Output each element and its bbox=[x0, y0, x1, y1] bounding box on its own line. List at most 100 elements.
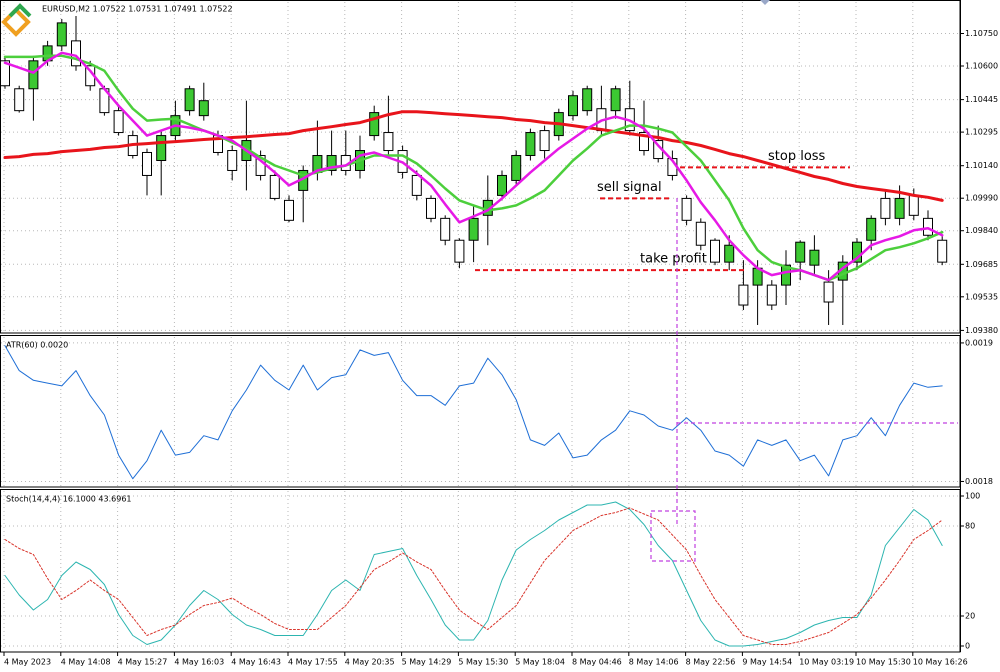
stoch-panel-frame bbox=[0, 489, 961, 653]
y-tick-label: 1.10295 bbox=[965, 128, 998, 137]
y-tick-label: 0.0018 bbox=[965, 477, 993, 486]
candle-body bbox=[511, 155, 522, 181]
candle-body bbox=[284, 199, 294, 221]
candle-body bbox=[795, 241, 806, 263]
candle-body bbox=[468, 217, 479, 241]
candle-body bbox=[198, 100, 209, 117]
candle-body bbox=[923, 217, 933, 236]
panel-title: ATR(60) 0.0020 bbox=[6, 341, 68, 350]
panel-frames bbox=[0, 0, 961, 653]
x-tick-label: 10 May 15:30 bbox=[856, 658, 911, 667]
x-tick-label: 4 May 16:43 bbox=[231, 658, 281, 667]
y-tick-label: 1.09535 bbox=[965, 292, 998, 301]
y-tick-label: 0 bbox=[965, 642, 970, 651]
x-tick-label: 10 May 03:19 bbox=[799, 658, 854, 667]
candle-body bbox=[426, 197, 436, 219]
y-tick-label: 20 bbox=[965, 612, 975, 621]
candle-body bbox=[639, 132, 649, 152]
candle-body bbox=[894, 197, 905, 219]
candle-body bbox=[454, 239, 465, 263]
y-tick-label: 1.10750 bbox=[965, 29, 998, 38]
candle-body bbox=[227, 150, 238, 171]
x-tick-label: 4 May 2023 bbox=[4, 658, 51, 667]
x-tick-label: 4 May 17:55 bbox=[288, 658, 338, 667]
y-tick-label: 1.10600 bbox=[965, 62, 998, 71]
candle-body bbox=[14, 88, 25, 112]
candle-body bbox=[710, 239, 720, 263]
candle-body bbox=[568, 95, 578, 117]
x-tick-label: 5 May 14:29 bbox=[402, 658, 452, 667]
candle-body bbox=[582, 88, 593, 112]
candle-body bbox=[269, 174, 280, 199]
panel-title: EURUSD,M2 1.07522 1.07531 1.07491 1.0752… bbox=[42, 5, 233, 14]
indicator-line bbox=[4, 507, 943, 645]
candle-body bbox=[880, 197, 891, 219]
y-tick-label: 1.10140 bbox=[965, 161, 998, 170]
candle-body bbox=[411, 174, 422, 196]
y-tick-label: 1.10445 bbox=[965, 95, 998, 104]
overlay bbox=[1, 0, 958, 562]
candle-body bbox=[525, 132, 536, 157]
indicator-line bbox=[4, 501, 943, 647]
y-tick-label: 1.09990 bbox=[965, 194, 998, 203]
annotation-label: stop loss bbox=[768, 149, 826, 164]
candle-body bbox=[369, 112, 380, 137]
candle-body bbox=[71, 40, 81, 67]
y-tick-label: 80 bbox=[965, 522, 975, 531]
candle-body bbox=[440, 217, 451, 241]
x-tick-label: 8 May 14:06 bbox=[629, 658, 679, 667]
y-tick-label: 100 bbox=[965, 492, 980, 501]
indicator-line bbox=[3, 51, 944, 282]
annotation-label: take profit bbox=[640, 252, 707, 267]
candle-body bbox=[681, 197, 692, 221]
candle-body bbox=[56, 22, 67, 47]
candle-body bbox=[156, 135, 167, 161]
candle-body bbox=[113, 110, 124, 134]
candle-body bbox=[724, 244, 735, 263]
candle-body bbox=[539, 130, 550, 152]
candle-body bbox=[781, 264, 791, 286]
candle-body bbox=[610, 88, 621, 112]
candle-body bbox=[142, 151, 152, 176]
indicator-line bbox=[4, 345, 943, 480]
atr-panel-frame bbox=[0, 335, 961, 488]
candle-body bbox=[908, 194, 919, 216]
y-tick-label: 1.09685 bbox=[965, 260, 998, 269]
candle-body bbox=[326, 155, 337, 171]
candle-body bbox=[738, 284, 749, 306]
indicator-line bbox=[3, 54, 944, 282]
x-tick-label: 4 May 16:03 bbox=[174, 658, 224, 667]
candle-body bbox=[497, 174, 507, 196]
x-tick-label: 8 May 04:46 bbox=[572, 658, 622, 667]
x-tick-label: 4 May 14:08 bbox=[61, 658, 111, 667]
candle-body bbox=[766, 284, 777, 306]
annotation-label: sell signal bbox=[597, 180, 662, 195]
candle-body bbox=[28, 60, 39, 90]
main-panel-frame bbox=[0, 0, 961, 334]
y-tick-label: 1.09380 bbox=[965, 326, 998, 335]
x-tick-label: 10 May 16:26 bbox=[913, 658, 968, 667]
logo-inner bbox=[8, 3, 32, 18]
x-tick-label: 9 May 14:54 bbox=[742, 658, 792, 667]
y-tick-label: 1.09840 bbox=[965, 226, 998, 235]
x-tick-label: 5 May 15:30 bbox=[458, 658, 508, 667]
highlight-box bbox=[650, 510, 696, 562]
candle-body bbox=[852, 241, 862, 263]
candle-body bbox=[383, 132, 394, 152]
candle-body bbox=[695, 221, 706, 246]
candle-body bbox=[823, 281, 834, 303]
x-tick-label: 4 May 15:27 bbox=[118, 658, 168, 667]
panel-title: Stoch(14,4,4) 16.1000 43.6961 bbox=[6, 495, 132, 504]
candle-body bbox=[184, 88, 195, 112]
logo bbox=[1, 3, 32, 37]
x-tick-label: 8 May 22:56 bbox=[686, 658, 736, 667]
y-tick-label: 0.0019 bbox=[965, 338, 993, 347]
x-tick-label: 4 May 20:35 bbox=[345, 658, 395, 667]
candle-body bbox=[866, 217, 877, 241]
candle-body bbox=[937, 239, 948, 263]
shift-marker[interactable] bbox=[760, 0, 770, 5]
indicator-line bbox=[3, 110, 944, 202]
candle-body bbox=[809, 249, 820, 266]
x-tick-label: 5 May 18:04 bbox=[515, 658, 565, 667]
